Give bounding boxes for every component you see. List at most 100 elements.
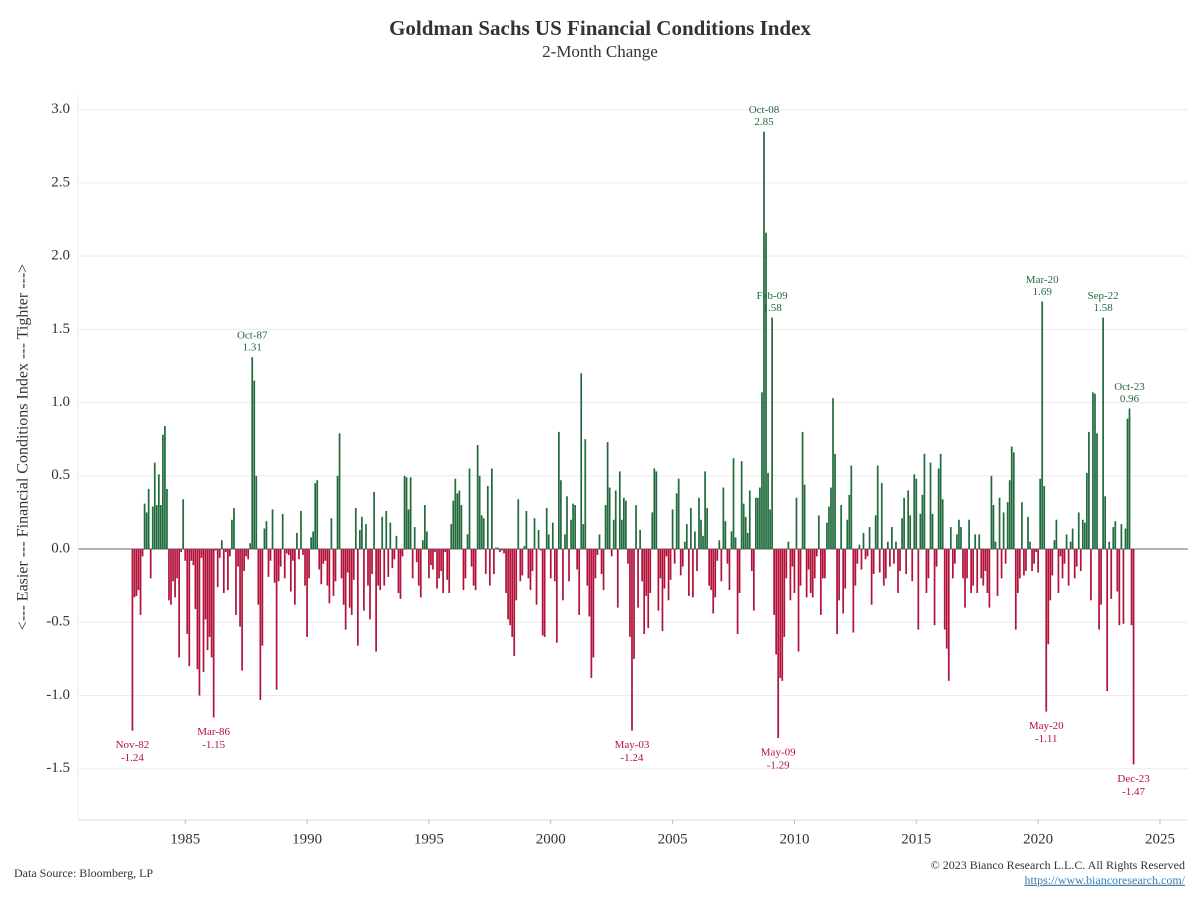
bar xyxy=(257,549,260,605)
bar xyxy=(1108,541,1111,550)
bar xyxy=(306,549,308,637)
bar xyxy=(133,549,136,598)
bar xyxy=(817,515,820,550)
bar xyxy=(393,549,396,560)
bar xyxy=(929,462,932,550)
bar xyxy=(645,549,648,596)
bar xyxy=(446,549,449,580)
bar xyxy=(249,543,252,550)
bar xyxy=(742,503,745,550)
bar xyxy=(340,549,343,579)
bar xyxy=(964,549,966,608)
bar xyxy=(545,508,548,550)
bar xyxy=(637,549,639,608)
bar xyxy=(547,534,550,550)
bar xyxy=(836,549,838,634)
bar xyxy=(255,475,258,550)
bar xyxy=(164,426,166,550)
bar xyxy=(759,487,761,550)
bar xyxy=(401,549,404,557)
bar xyxy=(586,549,589,586)
bar xyxy=(767,472,769,550)
bar xyxy=(541,549,544,636)
bar xyxy=(923,453,926,550)
bar xyxy=(925,549,928,593)
bar xyxy=(308,549,310,579)
bar xyxy=(397,549,400,593)
bar xyxy=(1069,541,1072,550)
bar xyxy=(874,515,877,550)
bar xyxy=(744,516,747,550)
bar xyxy=(395,535,398,550)
bar xyxy=(318,549,321,570)
bar xyxy=(903,497,905,550)
bar xyxy=(224,549,227,552)
bar xyxy=(259,549,262,700)
bar xyxy=(511,549,514,637)
bar xyxy=(192,549,195,566)
bar xyxy=(383,549,386,586)
bar xyxy=(145,512,148,550)
y-tick-label: 1.5 xyxy=(51,321,70,337)
bar xyxy=(876,465,879,550)
bar xyxy=(754,497,757,550)
bar xyxy=(387,549,390,577)
bar xyxy=(580,373,583,550)
bar xyxy=(356,549,359,646)
x-tick-label: 1990 xyxy=(292,831,322,847)
bar xyxy=(174,549,176,598)
url[interactable]: https://www.biancoresearch.com/ xyxy=(1024,873,1185,887)
bar xyxy=(1057,549,1060,593)
bar xyxy=(694,531,696,550)
bar xyxy=(996,549,999,596)
bar xyxy=(147,488,150,550)
bar xyxy=(468,468,471,550)
bar xyxy=(486,486,489,550)
bar xyxy=(263,528,266,550)
bar xyxy=(588,549,591,617)
bar xyxy=(1100,549,1102,605)
bar xyxy=(279,549,282,567)
bar xyxy=(781,549,784,681)
bar xyxy=(407,509,410,550)
bar xyxy=(783,549,786,637)
x-tick-label: 1995 xyxy=(414,831,444,847)
bar xyxy=(139,549,142,615)
annotation-value: 1.69 xyxy=(1033,286,1053,298)
bar xyxy=(326,549,329,586)
bar xyxy=(828,506,830,550)
source: Data Source: Bloomberg, LP xyxy=(14,866,153,880)
bar xyxy=(600,549,603,574)
bar xyxy=(168,549,170,601)
bar xyxy=(1035,549,1037,552)
bar xyxy=(1077,512,1080,550)
bar xyxy=(702,535,704,550)
bar xyxy=(227,549,229,591)
bar xyxy=(304,549,306,586)
x-tick-label: 2005 xyxy=(658,831,688,847)
bar xyxy=(811,549,814,598)
annotation-value: 1.58 xyxy=(762,302,782,314)
bar xyxy=(517,499,520,550)
chart-subtitle: 2-Month Change xyxy=(542,42,658,61)
bar xyxy=(1116,549,1119,592)
bar xyxy=(1000,549,1003,579)
bar xyxy=(300,510,302,550)
annotation-value: -1.29 xyxy=(767,760,790,772)
bar xyxy=(1002,512,1005,550)
bar xyxy=(779,549,782,678)
bar xyxy=(1027,516,1029,550)
bar xyxy=(216,549,219,588)
y-tick-label: 2.5 xyxy=(51,174,70,190)
bar xyxy=(1004,549,1007,564)
bar xyxy=(1094,393,1096,550)
bar xyxy=(856,549,859,564)
bar xyxy=(464,549,467,579)
bar xyxy=(503,549,505,554)
bar xyxy=(354,508,357,550)
bar xyxy=(736,549,739,634)
bar xyxy=(551,522,554,550)
bar xyxy=(659,549,662,579)
bar xyxy=(525,510,528,550)
bar xyxy=(815,549,818,557)
